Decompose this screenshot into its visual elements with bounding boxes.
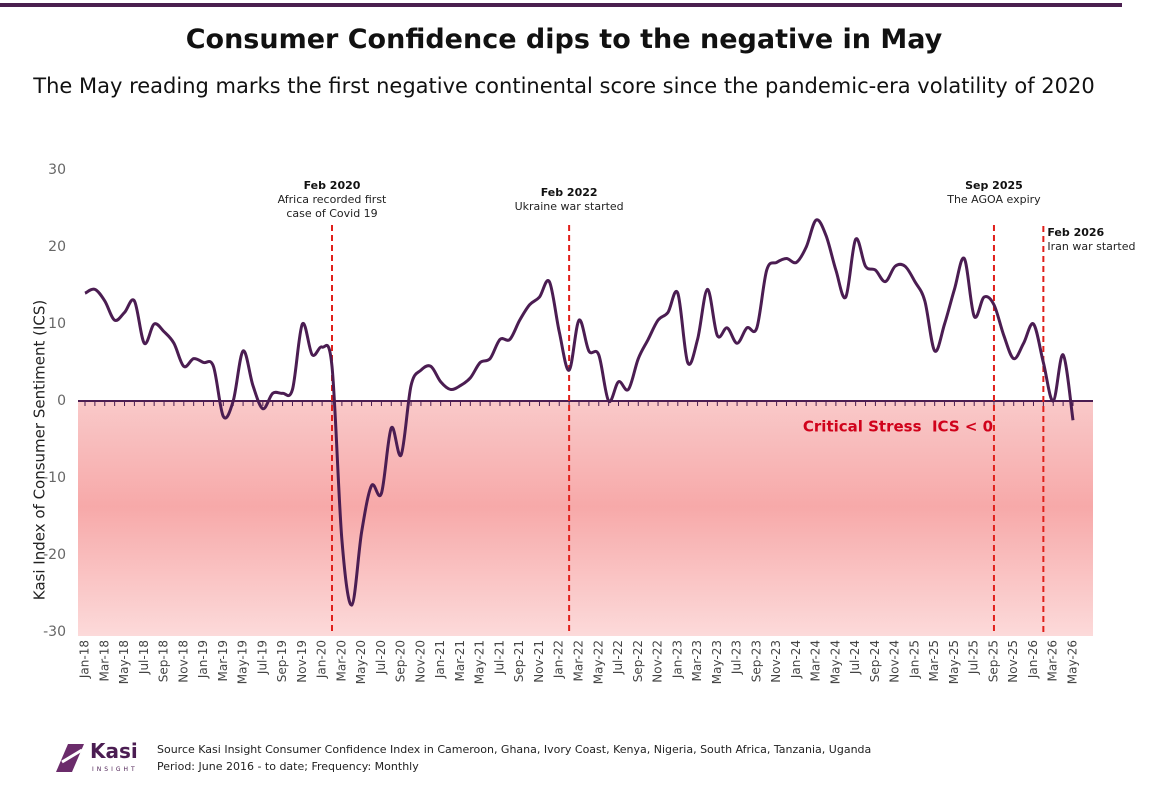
x-tick-label: Mar-18 — [97, 640, 111, 681]
x-tick-label: Jan-18 — [78, 640, 92, 679]
x-tick-label: Mar-24 — [809, 640, 823, 681]
x-tick-label: Nov-21 — [532, 640, 546, 683]
x-tick-label: Jan-20 — [315, 640, 329, 679]
x-tick-label: Jul-20 — [374, 640, 388, 675]
chart-subtitle: The May reading marks the first negative… — [33, 74, 1095, 98]
x-tick-label: Mar-26 — [1046, 640, 1060, 681]
x-tick-label: Mar-23 — [690, 640, 704, 681]
event-text: Ukraine war started — [515, 200, 624, 213]
logo-text: Kasi — [90, 740, 138, 763]
x-tick-label: Jul-19 — [255, 640, 269, 675]
event-title: Feb 2026 — [1047, 226, 1104, 239]
x-tick-label: Jan-21 — [433, 640, 447, 679]
x-tick-label: Mar-22 — [572, 640, 586, 681]
x-tick-label: Nov-22 — [651, 640, 665, 683]
event-text: Iran war started — [1047, 240, 1135, 253]
x-tick-label: Mar-20 — [334, 640, 348, 681]
x-tick-label: May-20 — [354, 640, 368, 684]
top-bar — [0, 3, 1122, 7]
x-tick-label: Mar-21 — [453, 640, 467, 681]
x-tick-label: Jul-22 — [611, 640, 625, 675]
x-tick-label: Nov-24 — [888, 640, 902, 683]
source-line: Source Kasi Insight Consumer Confidence … — [157, 743, 872, 756]
y-tick-label: 10 — [48, 316, 66, 332]
event-text: case of Covid 19 — [286, 207, 377, 220]
event-title: Feb 2022 — [541, 186, 598, 199]
x-tick-label: May-21 — [473, 640, 487, 684]
x-tick-label: Mar-19 — [216, 640, 230, 681]
x-tick-label: Sep-19 — [275, 640, 289, 682]
logo-mark: Kasi INSIGHT — [56, 739, 138, 773]
source-line: Period: June 2016 - to date; Frequency: … — [157, 760, 419, 773]
x-tick-label: Jan-26 — [1026, 640, 1040, 679]
threshold-label: Critical Stress ICS < 0 — [803, 418, 993, 436]
x-tick-label: Jul-18 — [137, 640, 151, 675]
x-tick-label: Jul-24 — [848, 640, 862, 675]
x-tick-label: Jan-24 — [789, 640, 803, 679]
x-tick-label: May-22 — [591, 640, 605, 684]
y-tick-label: 30 — [48, 162, 66, 178]
x-tick-label: Mar-25 — [927, 640, 941, 681]
y-tick-label: -20 — [43, 547, 66, 563]
x-tick-label: May-23 — [710, 640, 724, 684]
logo-subtext: INSIGHT — [92, 766, 138, 773]
event-text: Africa recorded first — [278, 193, 387, 206]
x-tick-label: Sep-18 — [157, 640, 171, 682]
x-tick-label: Sep-20 — [394, 640, 408, 682]
x-tick-label: May-26 — [1066, 640, 1080, 684]
y-tick-label: 20 — [48, 239, 66, 255]
event-title: Sep 2025 — [965, 179, 1023, 192]
x-tick-label: May-24 — [828, 640, 842, 684]
source: Source Kasi Insight Consumer Confidence … — [157, 741, 871, 775]
x-tick-label: Nov-23 — [769, 640, 783, 683]
x-tick-label: Nov-19 — [295, 640, 309, 683]
x-tick-label: Jan-23 — [670, 640, 684, 679]
x-tick-label: Sep-21 — [512, 640, 526, 682]
stress-zone — [78, 401, 1093, 636]
x-tick-label: Jan-22 — [552, 640, 566, 679]
logo: Kasi INSIGHT — [54, 739, 154, 778]
x-tick-label: Nov-20 — [413, 640, 427, 683]
x-tick-label: May-18 — [117, 640, 131, 684]
x-tick-label: May-19 — [236, 640, 250, 684]
y-tick-label: -30 — [43, 624, 66, 640]
y-axis-label: Kasi Index of Consumer Sentiment (ICS) — [31, 300, 49, 600]
x-tick-label: Sep-23 — [749, 640, 763, 682]
x-tick-label: May-25 — [947, 640, 961, 684]
x-tick-label: Sep-22 — [631, 640, 645, 682]
event-text: The AGOA expiry — [946, 193, 1041, 206]
event-title: Feb 2020 — [304, 179, 361, 192]
x-tick-label: Nov-18 — [176, 640, 190, 683]
x-tick-label: Nov-25 — [1006, 640, 1020, 683]
x-tick-label: Sep-24 — [868, 640, 882, 682]
x-tick-label: Jan-25 — [907, 640, 921, 679]
x-tick-label: Jan-19 — [196, 640, 210, 679]
y-tick-label: 0 — [57, 393, 66, 409]
x-tick-label: Jul-25 — [967, 640, 981, 675]
y-tick-label: -10 — [43, 470, 66, 486]
chart-title: Consumer Confidence dips to the negative… — [185, 24, 943, 55]
series-line — [84, 218, 1075, 607]
x-tick-label: Jul-23 — [730, 640, 744, 675]
x-tick-label: Jul-21 — [492, 640, 506, 675]
x-tick-label: Sep-25 — [986, 640, 1000, 682]
